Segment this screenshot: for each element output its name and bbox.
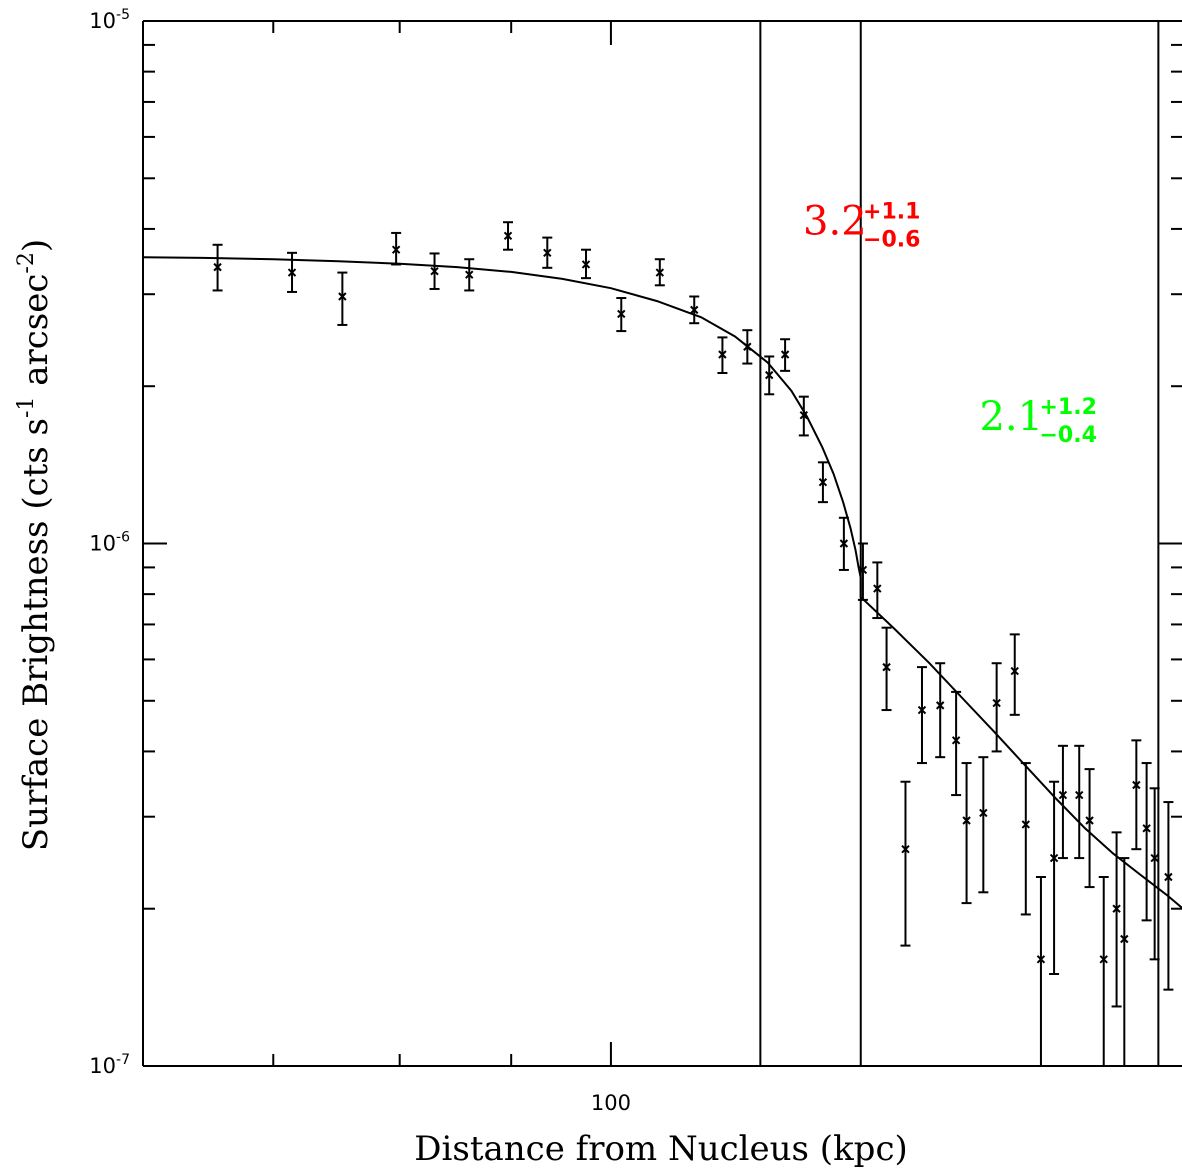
data-point bbox=[1120, 934, 1129, 944]
y-axis-title-exp1: -1 bbox=[14, 397, 39, 418]
data-point bbox=[1021, 820, 1031, 829]
data-point bbox=[917, 705, 927, 715]
data-point bbox=[1142, 824, 1151, 833]
data-point bbox=[873, 584, 882, 593]
model-curve-group bbox=[142, 256, 1182, 910]
data-point bbox=[1010, 666, 1019, 676]
data-point bbox=[1036, 955, 1046, 964]
data-point bbox=[1112, 904, 1121, 913]
data-point bbox=[882, 662, 891, 672]
data-point bbox=[1164, 872, 1173, 882]
y-tick-label-base: 10 bbox=[89, 1054, 116, 1078]
data-point bbox=[962, 816, 971, 825]
annotation-value: 3.2 bbox=[803, 199, 867, 245]
data-point bbox=[818, 478, 828, 487]
data-point bbox=[503, 231, 513, 241]
error-bars bbox=[212, 221, 1174, 1066]
axis-ticks bbox=[143, 20, 1182, 1067]
data-point bbox=[743, 342, 752, 351]
data-point bbox=[1132, 780, 1141, 790]
data-point bbox=[1085, 816, 1094, 825]
data-point bbox=[858, 565, 868, 575]
data-point bbox=[992, 698, 1001, 708]
annotation-value: 2.1 bbox=[979, 394, 1043, 440]
data-point bbox=[1099, 955, 1108, 964]
data-point bbox=[1058, 790, 1068, 800]
data-point bbox=[213, 262, 222, 272]
data-point bbox=[465, 270, 474, 279]
data-point bbox=[617, 309, 626, 319]
data-point bbox=[655, 268, 665, 277]
y-axis-title-prefix: Surface Brightness (cts s bbox=[16, 418, 56, 851]
annotation-lower-error: −0.6 bbox=[863, 228, 920, 253]
annotation-lower-error: −0.4 bbox=[1039, 423, 1096, 448]
data-point bbox=[1049, 853, 1059, 863]
y-axis-title-exp2: -2 bbox=[14, 252, 39, 273]
data-point bbox=[765, 370, 774, 380]
y-tick-label-exp: -7 bbox=[116, 1052, 130, 1068]
x-axis-title: Distance from Nucleus (kpc) bbox=[414, 1129, 908, 1169]
data-point bbox=[935, 701, 945, 710]
data-point bbox=[430, 266, 439, 276]
y-tick-label-exp: -5 bbox=[116, 7, 130, 23]
data-point bbox=[391, 245, 401, 254]
data-point bbox=[901, 844, 910, 854]
y-axis-title: Surface Brightness (cts s-1 arcsec-2) bbox=[14, 239, 56, 851]
model-curve bbox=[142, 256, 1182, 910]
x-tick-label: 100 bbox=[591, 1091, 631, 1115]
data-points bbox=[213, 231, 1173, 964]
data-point bbox=[543, 248, 552, 258]
slope-annotation: 2.1+1.2 −0.4 bbox=[979, 394, 1096, 448]
y-tick-label-base: 10 bbox=[89, 9, 116, 33]
slope-annotation: 3.2+1.1 −0.6 bbox=[803, 199, 920, 253]
annotation-upper-error: +1.2 bbox=[1039, 395, 1096, 420]
annotation-upper-error: +1.1 bbox=[863, 200, 920, 225]
y-axis-title-suffix: ) bbox=[16, 239, 56, 252]
annotations: 3.2+1.1 −0.6 2.1+1.2 −0.4 bbox=[803, 199, 1097, 448]
y-tick-label-base: 10 bbox=[89, 532, 116, 556]
data-point bbox=[951, 736, 961, 745]
data-point bbox=[1075, 790, 1084, 800]
data-point bbox=[839, 539, 849, 548]
y-tick-label: 10-7 bbox=[89, 1052, 130, 1078]
data-point bbox=[287, 268, 297, 277]
y-tick-label: 10-6 bbox=[89, 530, 130, 556]
data-point bbox=[979, 808, 988, 818]
data-point bbox=[718, 350, 727, 359]
y-tick-label: 10-5 bbox=[89, 7, 130, 33]
data-point bbox=[581, 260, 591, 269]
vertical-lines bbox=[759, 21, 1160, 1066]
data-point bbox=[780, 350, 790, 359]
data-point bbox=[1150, 853, 1159, 863]
y-tick-label-exp: -6 bbox=[116, 530, 130, 546]
data-point bbox=[799, 411, 809, 420]
y-axis-title-middle: arcsec bbox=[16, 274, 56, 397]
data-point bbox=[338, 292, 347, 301]
data-point bbox=[690, 305, 699, 315]
